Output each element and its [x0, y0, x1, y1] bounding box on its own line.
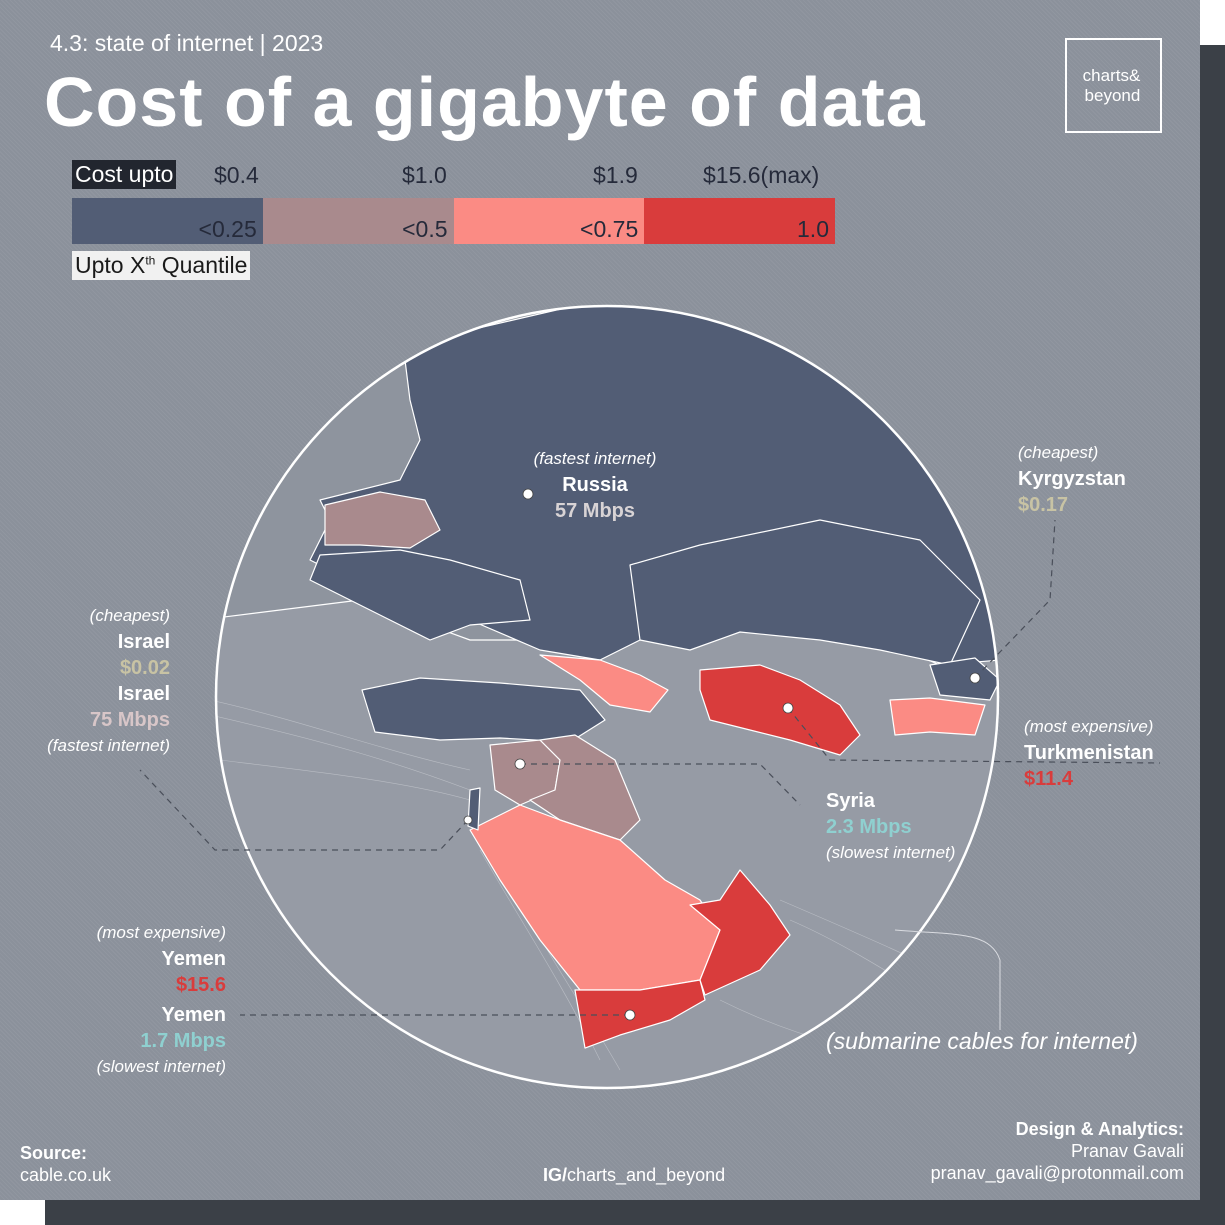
annotation-kyrgyzstan: (cheapest) Kyrgyzstan $0.17	[1018, 443, 1126, 516]
cables-label: (submarine cables for internet)	[826, 1028, 1138, 1054]
source-link[interactable]: cable.co.uk	[20, 1165, 112, 1185]
marker-turkmenistan	[782, 702, 794, 714]
subtitle: 4.3: state of internet | 2023	[50, 30, 324, 56]
region-caucasus	[539, 654, 669, 713]
annotation-turkmenistan: (most expensive) Turkmenistan $11.4	[1024, 717, 1154, 790]
source: Source: cable.co.uk	[20, 1143, 112, 1185]
leader-lines	[139, 519, 1161, 1016]
region-oman	[689, 869, 791, 996]
map	[139, 304, 1161, 1090]
instagram-handle[interactable]: IG/charts_and_beyond	[543, 1165, 726, 1185]
marker-israel	[463, 815, 473, 825]
legend-cost-1: $0.4	[214, 162, 259, 188]
legend-bin-1: <0.25	[72, 198, 263, 244]
cable-label-pointer	[894, 929, 1001, 1030]
region-belarus	[324, 491, 441, 549]
logo: charts& beyond	[1065, 38, 1162, 133]
marker-syria	[514, 758, 526, 770]
legend-bin-3: <0.75	[453, 198, 645, 244]
author-email[interactable]: pranav_gavali@protonmail.com	[930, 1163, 1184, 1183]
region-kazakhstan	[629, 519, 981, 666]
legend-cost-4: $15.6(max)	[703, 162, 820, 188]
legend-bin-2: <0.5	[262, 198, 454, 244]
annotation-yemen: (most expensive) Yemen $15.6 Yemen 1.7 M…	[96, 923, 226, 1076]
annotation-syria: Syria 2.3 Mbps (slowest internet)	[826, 790, 956, 862]
region-yemen	[574, 979, 706, 1049]
marker-kyrgyzstan	[969, 672, 981, 684]
region-tajikistan	[889, 697, 986, 736]
legend-cost-3: $1.9	[593, 162, 638, 188]
infographic-panel: 4.3: state of internet | 2023 Cost of a …	[0, 0, 1200, 1200]
region-kyrgyzstan	[929, 657, 998, 701]
legend-color-bar: <0.25 <0.5 <0.75 1.0	[72, 198, 835, 244]
marker-yemen	[624, 1009, 636, 1021]
annotation-israel: (cheapest) Israel $0.02 Israel 75 Mbps (…	[47, 606, 170, 755]
legend-bin-4: 1.0	[644, 198, 835, 244]
legend-quantile-label: Upto Xth Quantile	[72, 251, 251, 280]
city-markers	[463, 488, 981, 1021]
marker-russia	[522, 488, 534, 500]
globe-outline	[214, 304, 1000, 1090]
legend-cost-2: $1.0	[402, 162, 447, 188]
region-ukraine	[309, 549, 531, 641]
page-title: Cost of a gigabyte of data	[44, 63, 926, 141]
legend-cost-label: Cost upto	[72, 160, 177, 189]
credits: Design & Analytics: Pranav Gavali pranav…	[930, 1119, 1184, 1183]
annotation-russia: (fastest internet) Russia 57 Mbps	[533, 449, 657, 522]
region-turkmenistan	[699, 664, 861, 756]
region-turkey	[361, 677, 606, 743]
